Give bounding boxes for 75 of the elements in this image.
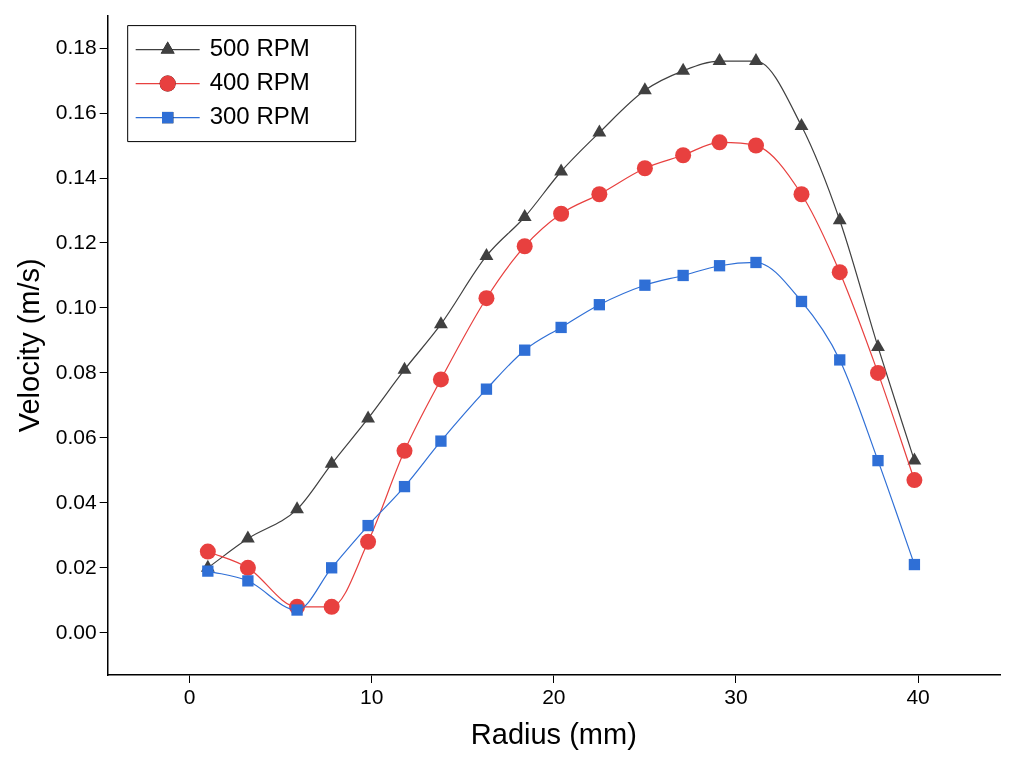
point (432, 371, 449, 388)
x-tick-label: 40 (906, 685, 930, 709)
x-tick-label: 0 (183, 685, 196, 709)
point (396, 442, 413, 459)
point (869, 364, 886, 381)
point (872, 454, 884, 467)
point (591, 186, 608, 203)
point (360, 533, 377, 550)
y-tick-label: 0.06 (55, 424, 97, 448)
point (202, 565, 214, 577)
point (793, 186, 810, 203)
point (711, 134, 728, 151)
point (435, 435, 447, 447)
y-tick-label: 0.02 (55, 554, 97, 578)
point (554, 163, 569, 176)
point (290, 501, 304, 514)
point (397, 361, 412, 374)
point (398, 480, 411, 493)
point (750, 256, 762, 269)
point (749, 53, 763, 66)
point (636, 160, 653, 177)
x-tick-label: 20 (542, 685, 566, 709)
point (323, 598, 340, 615)
point (637, 82, 652, 95)
y-tick-label: 0.08 (55, 359, 97, 383)
point (834, 354, 846, 366)
point (478, 290, 495, 307)
point (712, 53, 727, 66)
point (242, 575, 254, 587)
point (362, 519, 374, 532)
point (675, 147, 692, 164)
y-tick-label: 0.12 (55, 229, 97, 253)
y-tick-label: 0.10 (55, 294, 97, 318)
point (434, 316, 448, 329)
point (794, 118, 809, 131)
x-tick-label: 30 (724, 685, 748, 709)
point (795, 295, 808, 308)
point (747, 137, 764, 154)
point (676, 62, 691, 75)
point (871, 338, 885, 351)
legend-label: 500 RPM (209, 34, 310, 62)
point (592, 124, 607, 137)
x-axis-title: Radius (mm) (470, 717, 637, 750)
y-axis-title: Velocity (m/s) (13, 258, 46, 433)
point (713, 260, 726, 272)
y-tick-label: 0.16 (55, 99, 97, 123)
point (832, 212, 847, 225)
point (480, 383, 493, 395)
y-tick-label: 0.18 (55, 34, 97, 58)
point (553, 205, 570, 222)
point (324, 455, 339, 468)
point (199, 543, 216, 560)
point (240, 530, 255, 543)
point (906, 472, 923, 489)
point (593, 299, 606, 311)
legend-label: 400 RPM (209, 68, 310, 96)
point (677, 269, 689, 282)
legend-label: 300 RPM (209, 102, 310, 130)
point (519, 344, 531, 356)
point (555, 321, 567, 334)
x-tick-label: 10 (360, 685, 384, 709)
point (239, 559, 256, 576)
y-tick-label: 0.04 (55, 489, 97, 513)
point (326, 562, 338, 574)
point (831, 264, 848, 281)
y-tick-label: 0.14 (55, 164, 97, 188)
point (639, 279, 651, 291)
point (479, 247, 494, 260)
point (517, 208, 532, 221)
point (907, 452, 922, 465)
point (291, 604, 303, 616)
point (361, 410, 376, 423)
point (908, 558, 921, 571)
y-tick-label: 0.00 (55, 619, 97, 643)
point (516, 238, 533, 255)
